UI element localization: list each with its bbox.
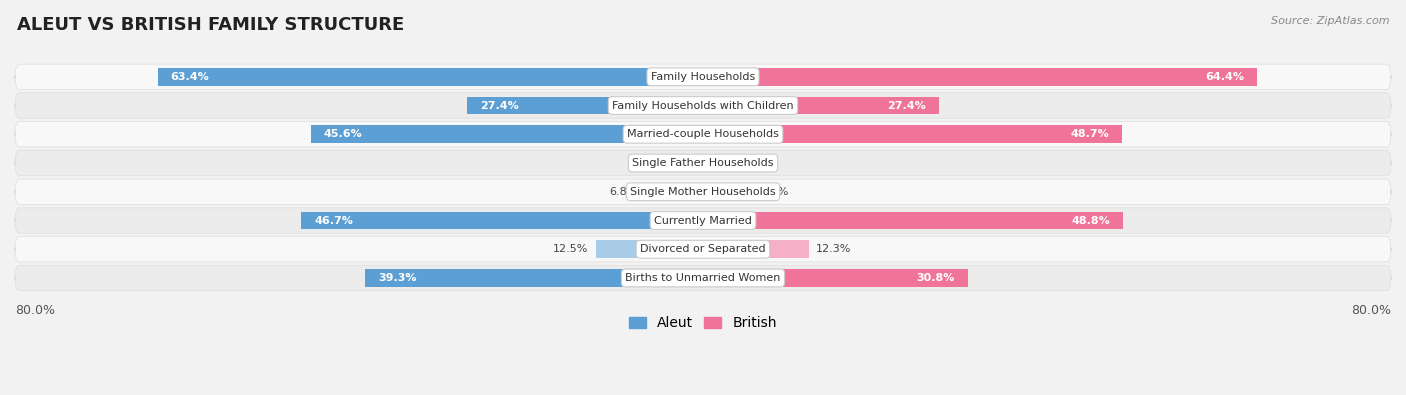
FancyBboxPatch shape: [15, 237, 1391, 262]
Text: 48.7%: 48.7%: [1070, 129, 1109, 139]
Bar: [366, 269, 703, 287]
Bar: [157, 68, 703, 86]
FancyBboxPatch shape: [15, 150, 1391, 176]
Bar: [678, 154, 703, 172]
Text: Single Mother Households: Single Mother Households: [630, 187, 776, 197]
FancyBboxPatch shape: [15, 122, 1391, 147]
Text: Married-couple Households: Married-couple Households: [627, 129, 779, 139]
Bar: [467, 97, 703, 115]
Text: Family Households: Family Households: [651, 72, 755, 82]
Bar: [703, 183, 752, 201]
Text: ALEUT VS BRITISH FAMILY STRUCTURE: ALEUT VS BRITISH FAMILY STRUCTURE: [17, 16, 404, 34]
Bar: [703, 125, 1122, 143]
Text: 5.8%: 5.8%: [759, 187, 789, 197]
Text: Divorced or Separated: Divorced or Separated: [640, 244, 766, 254]
Bar: [703, 212, 1122, 229]
Bar: [703, 68, 1257, 86]
Text: 80.0%: 80.0%: [1351, 305, 1391, 318]
Bar: [644, 183, 703, 201]
Text: Family Households with Children: Family Households with Children: [612, 100, 794, 111]
Text: 12.5%: 12.5%: [553, 244, 589, 254]
Legend: Aleut, British: Aleut, British: [624, 311, 782, 336]
Text: Single Father Households: Single Father Households: [633, 158, 773, 168]
Bar: [703, 154, 721, 172]
Text: 6.8%: 6.8%: [609, 187, 638, 197]
Bar: [596, 240, 703, 258]
Bar: [311, 125, 703, 143]
Text: 12.3%: 12.3%: [815, 244, 851, 254]
FancyBboxPatch shape: [15, 179, 1391, 205]
Text: 46.7%: 46.7%: [315, 216, 353, 226]
Text: 63.4%: 63.4%: [170, 72, 209, 82]
Text: 30.8%: 30.8%: [917, 273, 955, 283]
Bar: [703, 269, 967, 287]
Bar: [703, 240, 808, 258]
FancyBboxPatch shape: [15, 265, 1391, 291]
FancyBboxPatch shape: [15, 93, 1391, 118]
Text: 45.6%: 45.6%: [323, 129, 363, 139]
Text: 27.4%: 27.4%: [887, 100, 925, 111]
FancyBboxPatch shape: [15, 208, 1391, 233]
Text: 2.2%: 2.2%: [728, 158, 758, 168]
Text: Births to Unmarried Women: Births to Unmarried Women: [626, 273, 780, 283]
Bar: [703, 97, 939, 115]
FancyBboxPatch shape: [15, 64, 1391, 89]
Text: 27.4%: 27.4%: [481, 100, 519, 111]
Text: 64.4%: 64.4%: [1205, 72, 1244, 82]
Text: 80.0%: 80.0%: [15, 305, 55, 318]
Text: Source: ZipAtlas.com: Source: ZipAtlas.com: [1271, 16, 1389, 26]
Text: 3.0%: 3.0%: [643, 158, 671, 168]
Bar: [301, 212, 703, 229]
Text: Currently Married: Currently Married: [654, 216, 752, 226]
Text: 39.3%: 39.3%: [378, 273, 416, 283]
Text: 48.8%: 48.8%: [1071, 216, 1109, 226]
